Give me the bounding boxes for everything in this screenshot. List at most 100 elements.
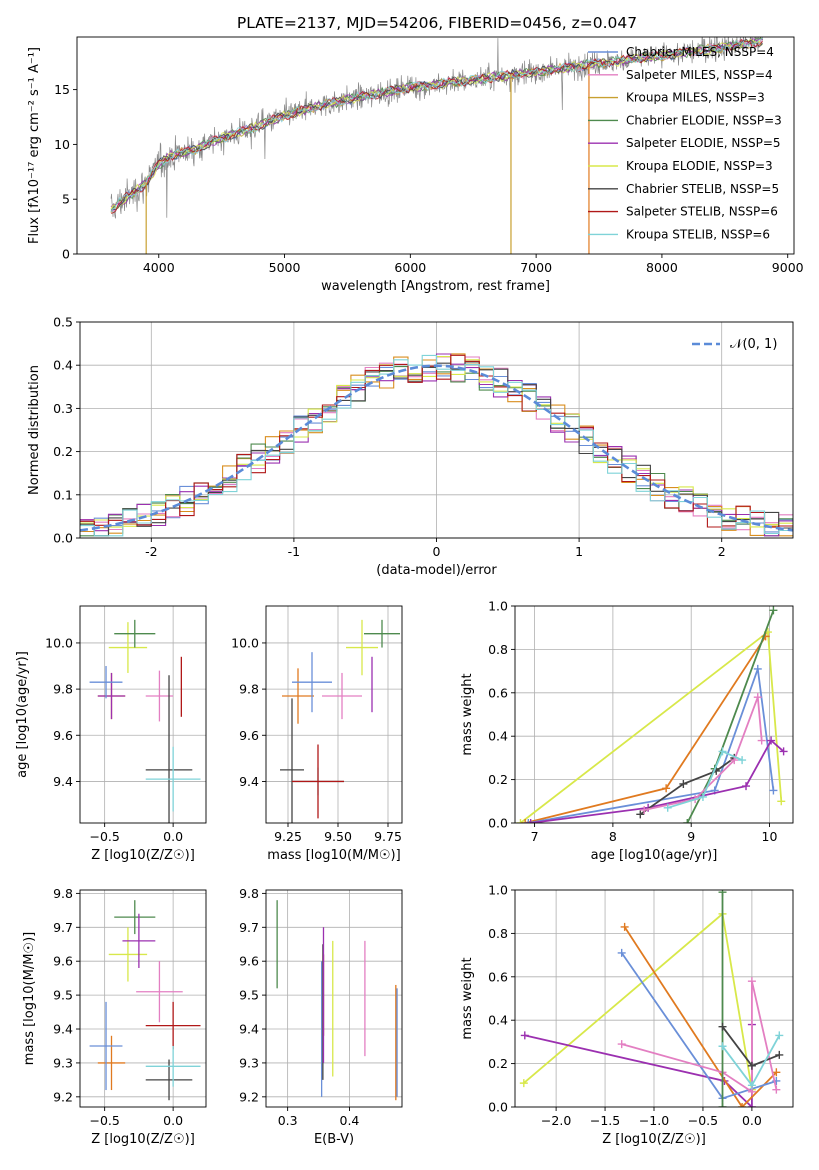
weight-marker: [718, 890, 727, 897]
normal-curve: [80, 364, 793, 532]
y-tick-label: 9.6: [239, 954, 259, 969]
y-tick-label: 9.7: [53, 920, 73, 935]
weight-series-line: [524, 1024, 753, 1107]
y-tick-label: 9.8: [53, 886, 73, 901]
x-tick-label: 7: [531, 829, 539, 844]
x-tick-label: 5000: [269, 260, 301, 275]
weight-series-line: [721, 1026, 780, 1067]
residuals-ylabel: Normed distribution: [27, 365, 42, 495]
age_vs_mass-xlabel: mass [log10(M/M☉)]: [267, 848, 400, 863]
legend-label: Salpeter ELODIE, NSSP=5: [626, 136, 781, 150]
weight-marker: [663, 803, 672, 812]
residuals-ticks: -2 -1 0 1 2 0.0 0.1 0.2 0.3 0.4 0.5 (data-model)/er…: [27, 315, 794, 578]
weight-series-line: [620, 952, 777, 1100]
weight-marker: [779, 747, 788, 756]
y-tick-label: 9.5: [239, 988, 259, 1003]
weight-series-line: [667, 750, 743, 809]
weight-series-line: [623, 926, 778, 1107]
age_vs_Z-ticks: −0.5 0.0 9.4 9.6 9.8 10.0 Z [log10(Z/Z☉)] age […: [15, 605, 207, 863]
x-tick-label: -1: [288, 544, 300, 559]
weight-marker: [772, 1068, 781, 1077]
weight-marker: [683, 819, 692, 823]
y-tick-label: 1.0: [488, 883, 508, 898]
weight-marker: [742, 782, 751, 791]
mass_vs_Z-ticks: −0.5 0.0 9.2 9.3 9.4 9.5 9.6 9.7 9.8 Z [log10(Z/Z…: [22, 886, 207, 1147]
y-tick-label: 9.5: [53, 988, 73, 1003]
y-tick-label: 10.0: [231, 635, 259, 650]
x-tick-label: −0.5: [89, 829, 119, 844]
y-tick-label: 0.6: [488, 685, 508, 700]
weight-marker: [679, 779, 688, 788]
weight-marker: [640, 805, 649, 814]
x-tick-label: −1.5: [590, 1113, 620, 1128]
y-tick-label: 0.4: [488, 729, 508, 744]
x-tick-label: 10: [762, 829, 778, 844]
spectrum-plot-area: [110, 37, 763, 254]
legend-label: Kroupa ELODIE, NSSP=3: [626, 159, 773, 173]
legend-label: 𝒩(0, 1): [730, 337, 777, 352]
weight-marker: [747, 977, 756, 986]
x-tick-label: −2.0: [541, 1113, 571, 1128]
residuals-frame: [79, 321, 794, 539]
residuals-plot-area: [80, 353, 793, 537]
y-tick-label: 0.2: [488, 772, 508, 787]
weight-marker: [777, 797, 786, 806]
x-tick-label: 9.50: [324, 829, 352, 844]
weight-marker: [769, 786, 778, 795]
weight-marker: [519, 1079, 528, 1088]
spectrum-ticks: 4000 5000 6000 7000 8000 9000 0 5 10 15 wavelength…: [27, 36, 804, 294]
y-tick-label: 9.3: [53, 1055, 73, 1070]
weight-marker: [775, 1050, 784, 1059]
age_vs_Z-xlabel: Z [log10(Z/Z☉)]: [91, 848, 195, 863]
x-tick-label: 1: [575, 544, 583, 559]
mass_vs_Z-plot-area: [89, 900, 201, 1101]
weight-marker: [767, 736, 776, 745]
spectrum-frame: [76, 36, 795, 255]
weight-marker: [747, 1061, 756, 1070]
y-tick-label: 0.8: [488, 642, 508, 657]
y-tick-label: 9.4: [239, 774, 259, 789]
weight-marker: [698, 792, 707, 801]
weight-series-line: [639, 757, 735, 816]
weight-marker: [662, 784, 671, 793]
spectrum-ylabel: Flux [fλ10⁻¹⁷ erg cm⁻² s⁻¹ A⁻¹]: [27, 47, 42, 244]
y-tick-label: 9.8: [239, 886, 259, 901]
figure-title: PLATE=2137, MJD=54206, FIBERID=0456, z=0…: [237, 14, 637, 32]
y-tick-label: 15: [54, 82, 70, 97]
x-tick-label: −1.0: [639, 1113, 669, 1128]
legend-label: Salpeter STELIB, NSSP=6: [626, 205, 778, 219]
y-tick-label: 9.4: [53, 774, 73, 789]
mass_vs_Z-ylabel: mass [log10(M/M☉)]: [22, 932, 37, 1065]
x-tick-label: 0.0: [742, 1113, 762, 1128]
legend-label: Chabrier ELODIE, NSSP=3: [626, 113, 782, 127]
x-tick-label: −0.5: [89, 1113, 119, 1128]
weight-marker: [772, 1085, 781, 1094]
y-tick-label: 0.0: [53, 531, 73, 546]
mass_vs_EBV-ticks: 0.3 0.4 9.2 9.3 9.4 9.5 9.6 9.7 9.8 E(B-V): [239, 886, 403, 1147]
x-tick-label: -2: [145, 544, 157, 559]
y-tick-label: 9.7: [239, 920, 259, 935]
spectrum-model-line: [110, 38, 763, 210]
y-tick-label: 5: [62, 192, 70, 207]
x-tick-label: 0.4: [340, 1113, 360, 1128]
age_vs_Z-plot-area: [89, 619, 201, 823]
histogram-series: [80, 354, 793, 537]
y-tick-label: 9.6: [239, 728, 259, 743]
age_vs_mass-axes: [266, 606, 402, 823]
weight-marker: [617, 948, 626, 957]
weight-marker: [747, 1103, 756, 1107]
x-tick-label: 0.0: [163, 829, 183, 844]
y-tick-label: 0.5: [53, 315, 73, 330]
y-tick-label: 1.0: [488, 599, 508, 614]
x-tick-label: 0.0: [163, 1113, 183, 1128]
x-tick-label: 2: [718, 544, 726, 559]
x-tick-label: 0: [433, 544, 441, 559]
residuals-legend: 𝒩(0, 1): [692, 337, 777, 352]
y-tick-label: 0.3: [53, 401, 73, 416]
mass_vs_EBV-plot-area: [276, 900, 398, 1101]
y-tick-label: 9.6: [53, 728, 73, 743]
weight-marker: [620, 922, 629, 931]
x-tick-label: 6000: [394, 260, 426, 275]
x-tick-label: 0.3: [278, 1113, 298, 1128]
mass_vs_EBV-xlabel: E(B-V): [314, 1132, 354, 1147]
